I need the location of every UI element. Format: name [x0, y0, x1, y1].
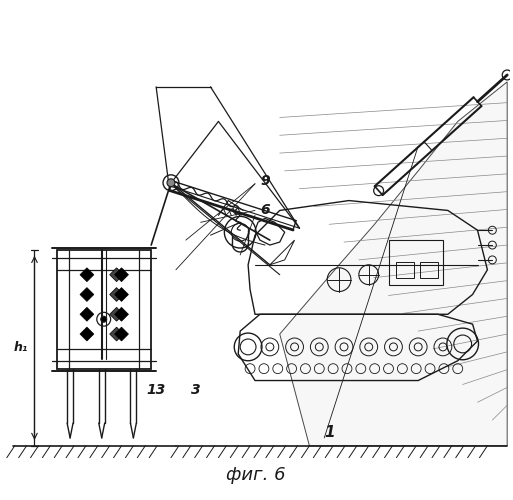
Circle shape — [101, 316, 107, 322]
Text: 6: 6 — [260, 204, 270, 218]
Polygon shape — [80, 288, 94, 302]
Polygon shape — [114, 268, 128, 281]
Polygon shape — [110, 327, 124, 341]
Polygon shape — [110, 268, 124, 281]
Text: 1: 1 — [324, 426, 334, 440]
Polygon shape — [110, 288, 124, 302]
Polygon shape — [114, 308, 128, 321]
Text: h₁: h₁ — [13, 342, 28, 354]
Polygon shape — [114, 327, 128, 341]
Polygon shape — [114, 288, 128, 302]
Text: 9: 9 — [260, 174, 270, 188]
Text: 13: 13 — [147, 384, 166, 398]
Bar — [420, 262, 438, 278]
Polygon shape — [280, 82, 507, 446]
Text: 3: 3 — [191, 384, 201, 398]
Polygon shape — [80, 327, 94, 341]
Text: фиг. 6: фиг. 6 — [226, 466, 286, 484]
Polygon shape — [110, 308, 124, 321]
Bar — [388, 240, 443, 284]
Polygon shape — [80, 308, 94, 321]
Bar — [57, 250, 151, 368]
Bar — [397, 262, 414, 278]
Polygon shape — [80, 268, 94, 281]
Circle shape — [167, 179, 175, 186]
